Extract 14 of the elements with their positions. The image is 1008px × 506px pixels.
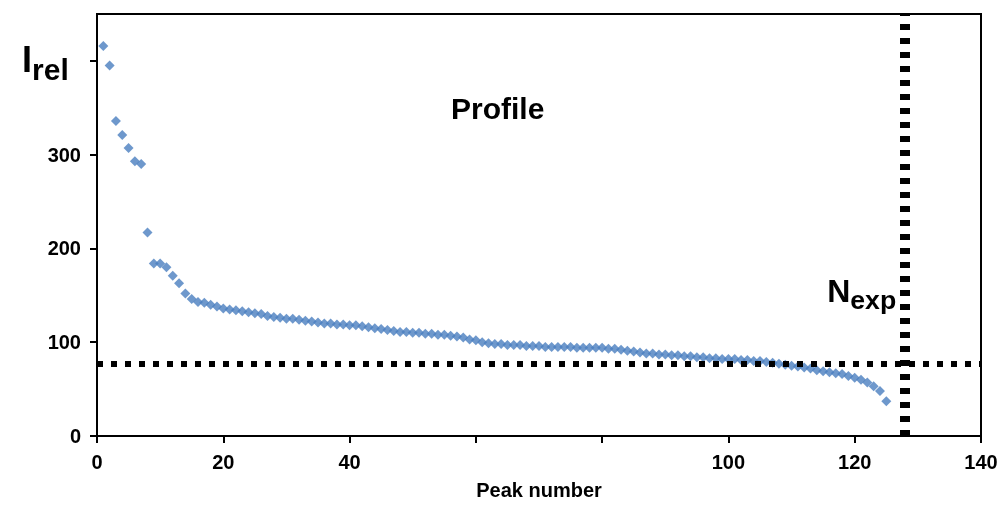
x-axis-title: Peak number [476, 479, 603, 501]
x-tick-label: 40 [338, 451, 361, 473]
y-tick-label: 300 [47, 143, 81, 166]
y-tick-label: 100 [47, 331, 81, 354]
ref-line-label: N$_{exp}$ [827, 273, 897, 316]
x-tick-label: 100 [711, 451, 746, 473]
y-tick-label: 0 [69, 425, 81, 447]
y-tick-label: 200 [47, 237, 81, 260]
x-tick-label: 0 [91, 451, 103, 473]
x-tick-label: 140 [964, 451, 998, 473]
text: Profile [451, 91, 545, 125]
y-axis-title: I$_{rel}$ [22, 39, 69, 87]
x-tick-label: 120 [838, 451, 872, 473]
x-tick-label: 20 [212, 451, 235, 473]
